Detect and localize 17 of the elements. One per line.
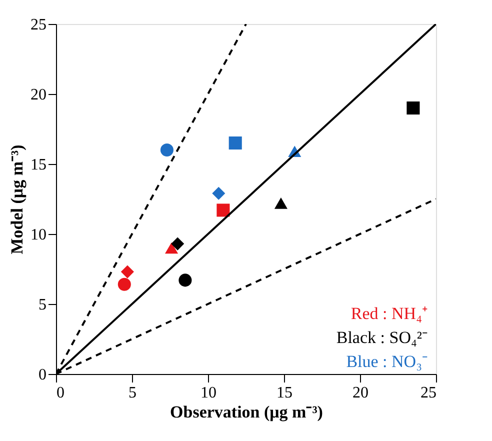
x-tick-label: 25 [420, 384, 436, 402]
text: Black : SO₄²⁻ [336, 328, 428, 347]
y-tick-label: 10 [30, 226, 46, 244]
x-tick-label: 0 [56, 384, 64, 402]
y-tick-label: 20 [30, 86, 46, 104]
y-tick-label: 25 [30, 16, 46, 34]
y-tick-label: 5 [38, 296, 46, 314]
x-axis-title: Observation (μg m⁻³) [170, 402, 323, 422]
x-tick-label: 5 [128, 384, 136, 402]
y-tick-label: 15 [30, 156, 46, 174]
x-tick-label: 20 [352, 384, 368, 402]
x-tick-label: 15 [276, 384, 292, 402]
y-axis-title: Model (μg m⁻³) [8, 144, 26, 254]
y-tick-label: 0 [38, 366, 46, 384]
text: Red : NH₄⁺ [350, 304, 428, 323]
x-tick-label: 10 [200, 384, 216, 402]
text: Blue : NO₃⁻ [346, 352, 428, 371]
